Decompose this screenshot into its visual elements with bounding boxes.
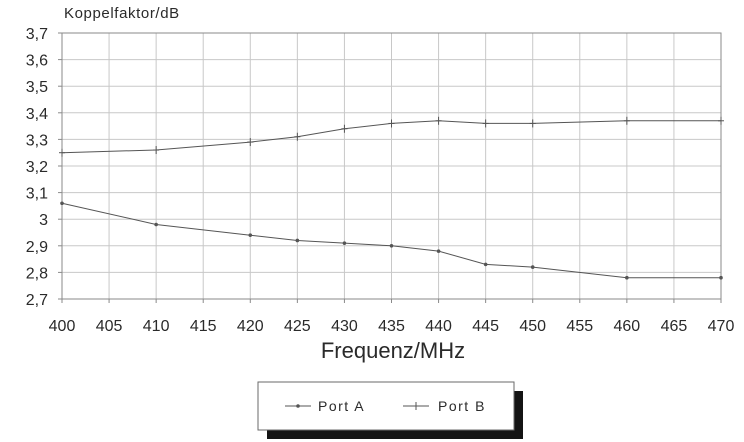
- y-tick-label: 3,7: [26, 26, 48, 43]
- series-port-a: [60, 201, 723, 280]
- data-point-plus: [413, 402, 419, 410]
- data-point-plus: [294, 132, 301, 141]
- y-tick-label: 3,4: [26, 106, 48, 123]
- y-tick-label: 2,8: [26, 265, 48, 282]
- x-tick-label: 460: [614, 318, 641, 335]
- data-point-dot: [248, 233, 253, 237]
- data-point-dot: [483, 262, 488, 267]
- y-tick-label: 3: [39, 212, 48, 229]
- x-tick-label: 415: [190, 318, 217, 335]
- legend: Port A Port B: [257, 381, 523, 439]
- y-tick-label: 3,5: [26, 79, 48, 96]
- data-point-plus: [59, 148, 65, 157]
- data-point-plus: [435, 116, 442, 125]
- x-tick-label: 470: [708, 318, 735, 335]
- x-tick-label: 405: [96, 318, 123, 335]
- series-lines: [59, 116, 724, 280]
- data-point-dot: [154, 222, 158, 227]
- data-point-plus: [153, 146, 160, 155]
- x-tick-label: 400: [49, 318, 76, 335]
- data-point-plus: [388, 119, 395, 128]
- data-point-dot: [436, 249, 441, 253]
- legend-label: Port A: [318, 398, 365, 414]
- x-tick-label: 425: [284, 318, 311, 335]
- legend-label: Port B: [438, 398, 486, 414]
- x-tick-label: 455: [566, 318, 593, 335]
- data-point-dot: [342, 241, 347, 245]
- x-tick-label: 465: [661, 318, 688, 335]
- legend-item-port-a: Port A: [285, 398, 365, 414]
- y-tick-label: 2,9: [26, 239, 48, 256]
- legend-item-port-b: Port B: [403, 398, 486, 414]
- x-tick-label: 435: [378, 318, 405, 335]
- y-tick-label: 3,1: [26, 186, 48, 203]
- data-point-plus: [341, 124, 348, 133]
- x-axis-ticks: 400 405 410 415 420 425 430 435 440 445 450 455 460 4…: [49, 299, 735, 335]
- y-tick-label: 3,2: [26, 159, 48, 176]
- y-tick-label: 2,7: [26, 292, 48, 309]
- series-port-b: [59, 116, 724, 157]
- data-point-plus: [482, 119, 489, 128]
- data-point-dot: [389, 244, 394, 248]
- y-axis-title: Koppelfaktor/dB: [64, 5, 180, 22]
- data-point-dot: [60, 201, 64, 206]
- x-tick-label: 430: [331, 318, 358, 335]
- x-axis-title: Frequenz/MHz: [321, 338, 465, 363]
- x-tick-label: 440: [425, 318, 452, 335]
- x-tick-label: 420: [237, 318, 264, 335]
- y-tick-label: 3,6: [26, 53, 48, 70]
- y-tick-label: 3,3: [26, 132, 48, 149]
- data-point-plus: [247, 138, 254, 147]
- data-point-dot: [625, 275, 629, 280]
- data-point-plus: [623, 116, 630, 125]
- y-axis-ticks: 2,7 2,8 2,9 3 3,1 3,2 3,3 3,4 3,5 3,6 3,7: [26, 26, 62, 309]
- data-point-dot: [719, 275, 723, 280]
- data-point-dot: [530, 265, 535, 269]
- x-tick-label: 410: [143, 318, 170, 335]
- x-tick-label: 450: [519, 318, 546, 335]
- data-point-plus: [529, 119, 536, 128]
- data-point-dot: [296, 404, 300, 408]
- data-point-dot: [295, 238, 300, 243]
- data-point-plus: [718, 116, 724, 125]
- x-tick-label: 445: [472, 318, 499, 335]
